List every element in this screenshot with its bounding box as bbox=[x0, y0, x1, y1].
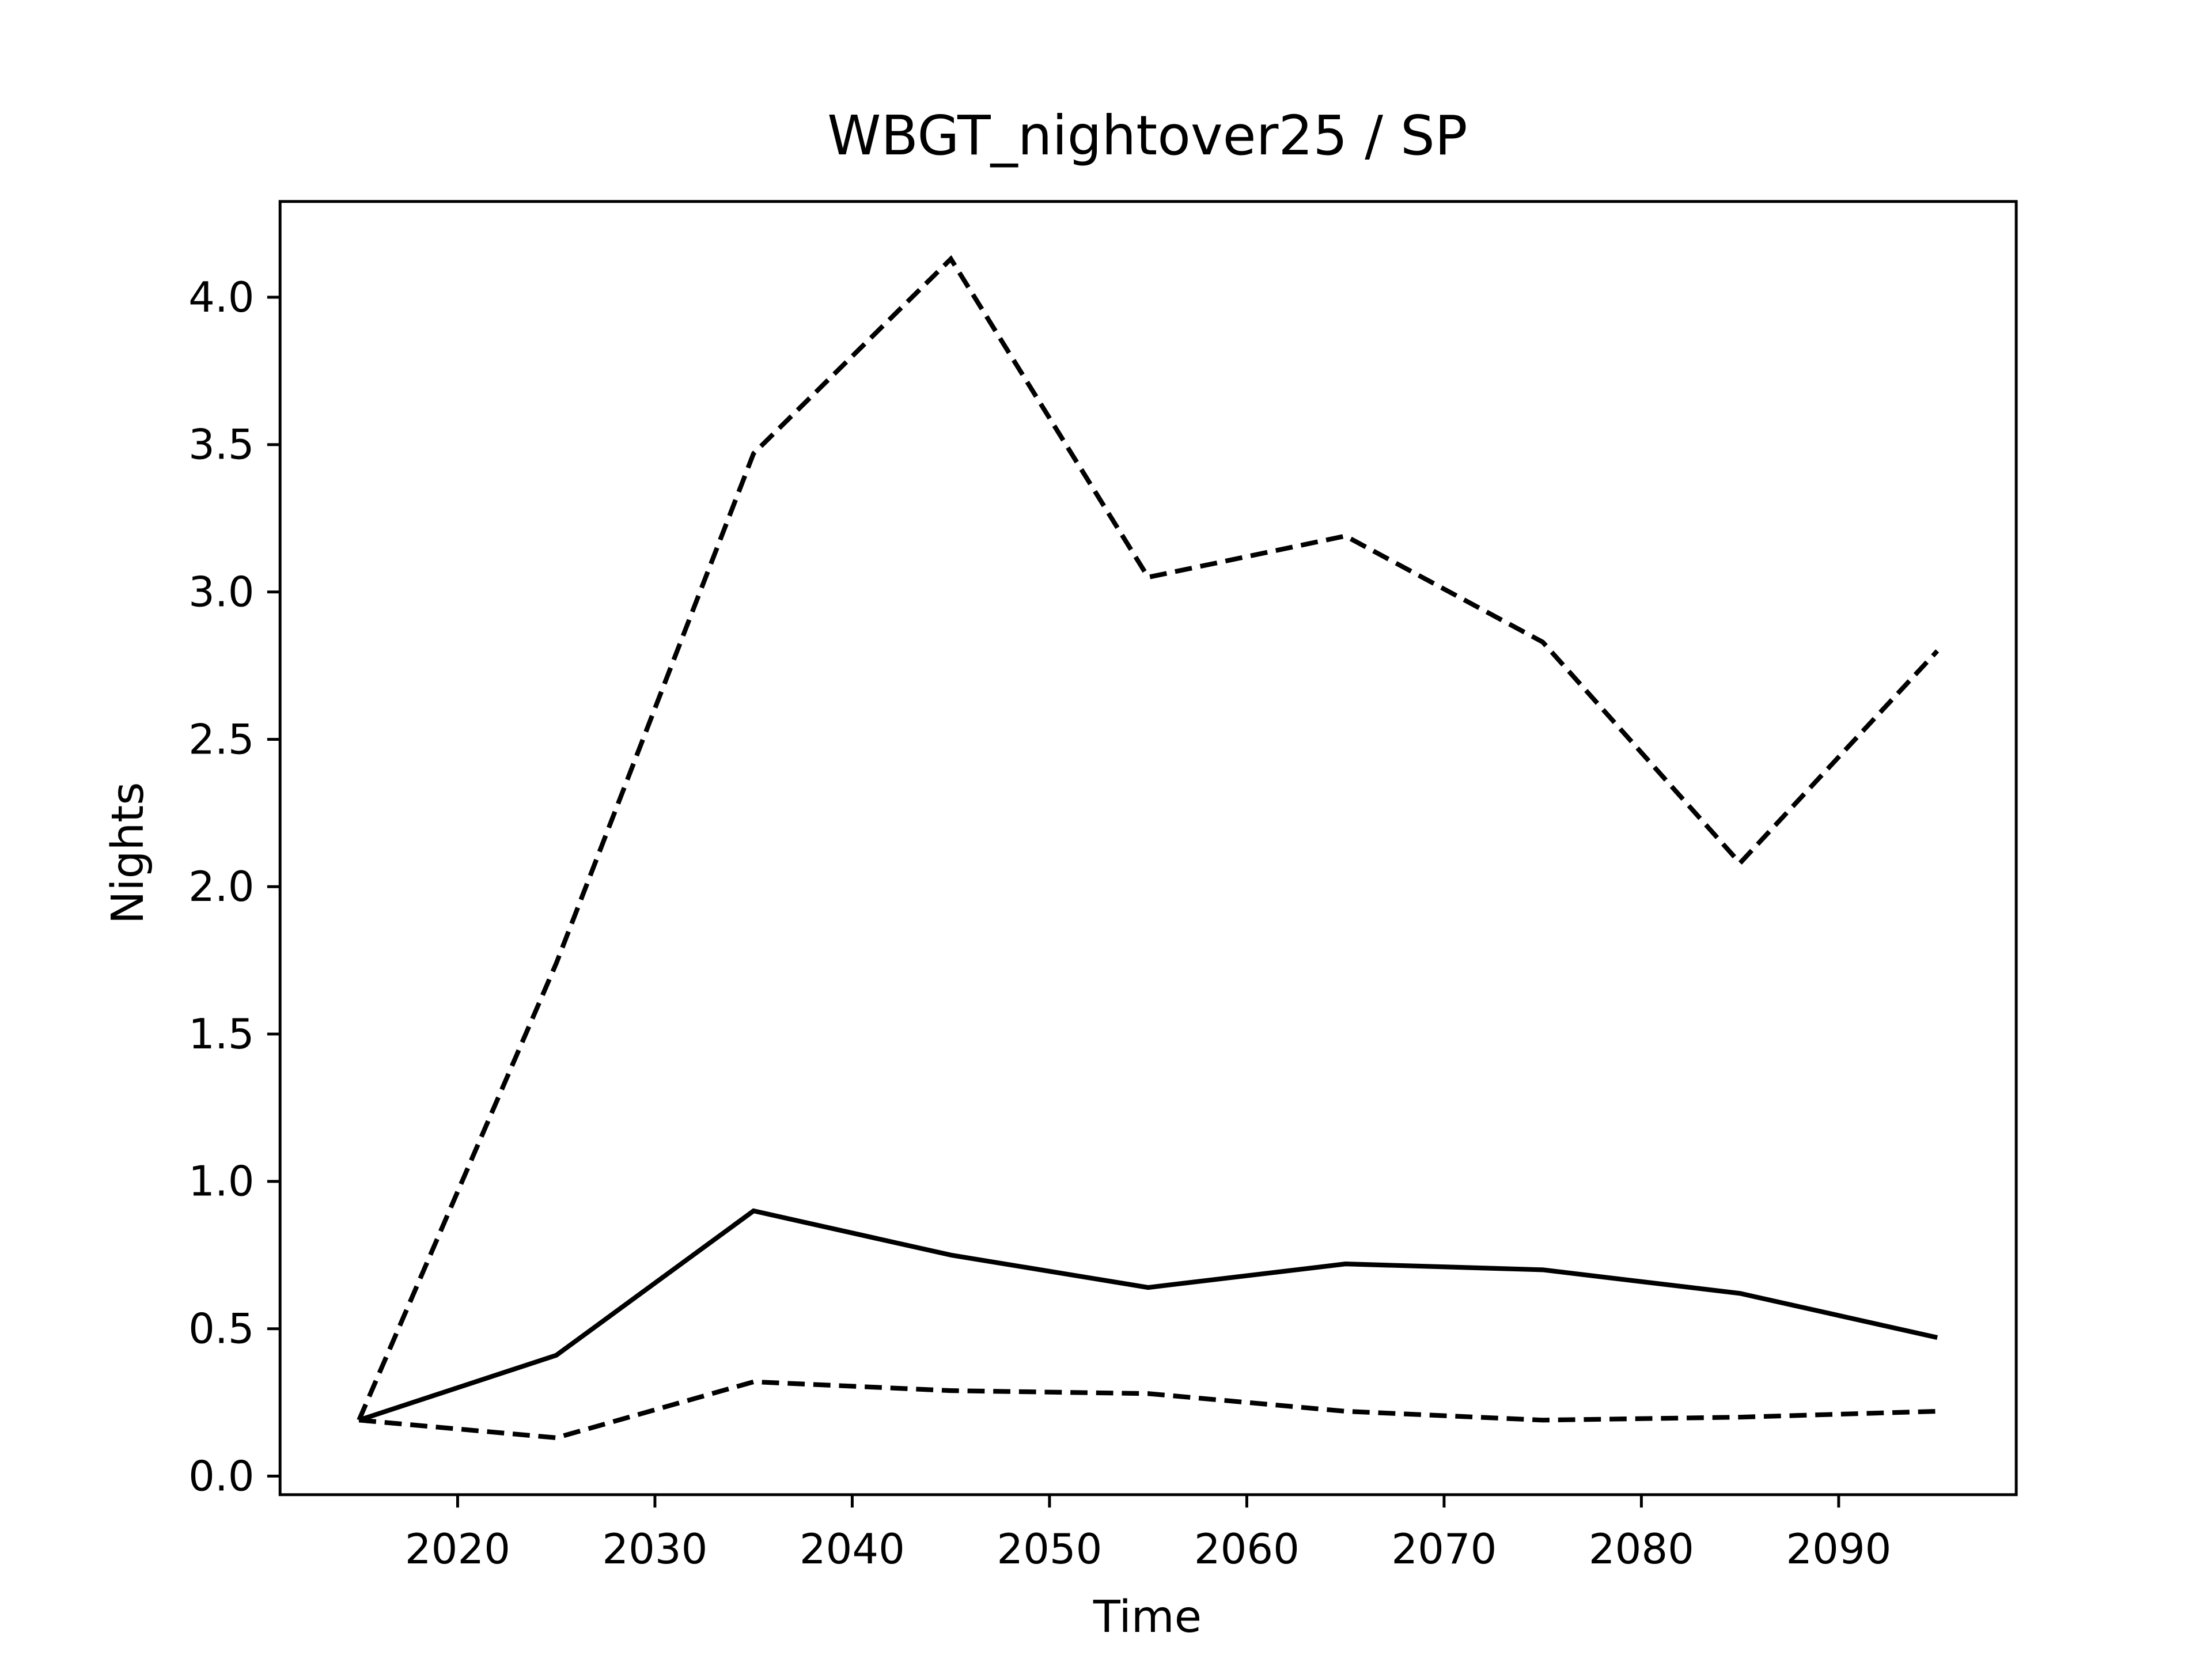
y-tick-label: 1.5 bbox=[188, 1010, 254, 1058]
x-tick-label: 2020 bbox=[405, 1525, 510, 1573]
series-line bbox=[358, 1208, 1938, 1423]
y-tick-label: 0.0 bbox=[188, 1452, 254, 1500]
y-tick-label: 1.0 bbox=[188, 1157, 254, 1206]
series-line bbox=[357, 255, 1940, 1421]
series-line bbox=[358, 1379, 1938, 1441]
y-tick-label: 2.5 bbox=[188, 715, 254, 763]
y-tick-label: 0.5 bbox=[188, 1304, 254, 1353]
x-tick-label: 2060 bbox=[1194, 1525, 1300, 1573]
chart-title: WBGT_nightover25 / SP bbox=[827, 105, 1467, 168]
y-tick-label: 3.0 bbox=[188, 567, 254, 616]
x-tick-label: 2090 bbox=[1786, 1525, 1891, 1573]
plot-frame bbox=[278, 200, 2018, 1497]
x-axis-label: Time bbox=[1093, 1592, 1202, 1643]
x-tick-label: 2030 bbox=[602, 1525, 707, 1573]
x-tick-label: 2070 bbox=[1391, 1525, 1497, 1573]
y-tick-label: 4.0 bbox=[188, 273, 254, 321]
x-tick-label: 2040 bbox=[800, 1525, 905, 1573]
y-axis-label: Nights bbox=[103, 782, 154, 925]
x-tick-label: 2050 bbox=[997, 1525, 1102, 1573]
y-tick-label: 3.5 bbox=[188, 421, 254, 469]
x-tick-label: 2080 bbox=[1589, 1525, 1694, 1573]
y-tick-label: 2.0 bbox=[188, 862, 254, 911]
